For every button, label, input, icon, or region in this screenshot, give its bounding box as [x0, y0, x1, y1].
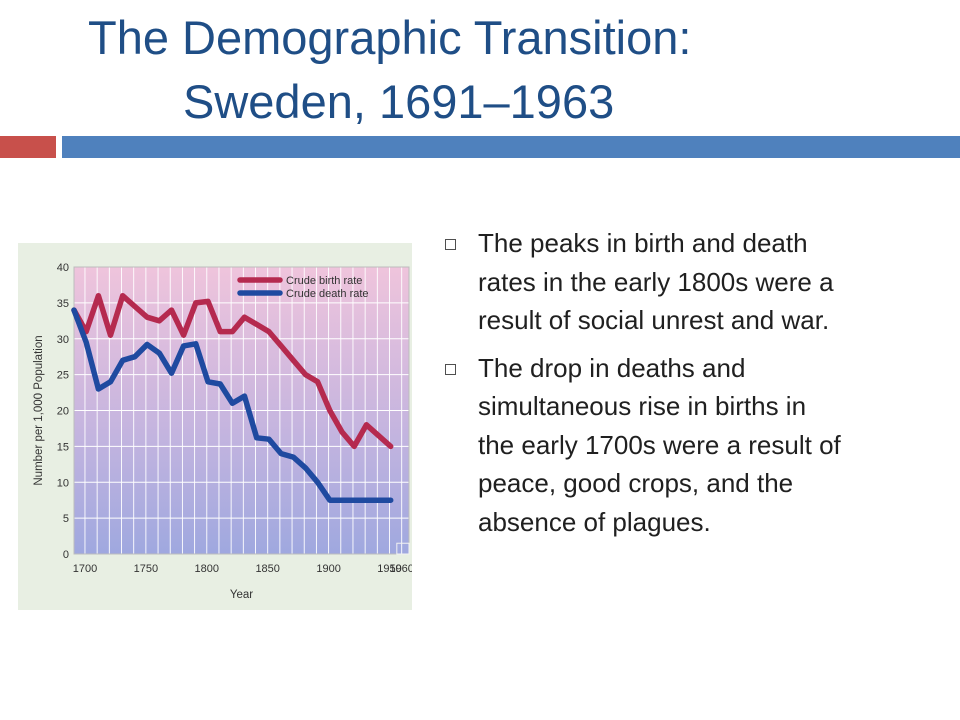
y-tick-label: 35: [57, 298, 69, 310]
sweden-demographic-chart: 0 5 10 15 20 25 30 35 40 1700 1750 1800 1850 1900 1950…: [33, 262, 412, 601]
death-rate-point: [122, 359, 124, 361]
y-tick-label: 25: [57, 370, 69, 382]
birth-rate-point: [195, 302, 197, 304]
y-tick-label: 5: [63, 513, 69, 525]
death-rate-point: [207, 381, 209, 383]
bullet-list: The peaks in birth and death rates in th…: [443, 224, 843, 550]
birth-rate-point: [158, 320, 160, 322]
birth-rate-point: [329, 409, 331, 412]
death-rate-point: [304, 467, 307, 469]
death-rate-point: [219, 383, 221, 385]
birth-rate-point: [390, 445, 392, 447]
birth-rate-point: [280, 345, 282, 347]
x-tick-label: 1800: [195, 563, 219, 575]
birth-rate-point: [268, 330, 270, 333]
death-rate-point: [243, 395, 246, 397]
death-rate-point: [73, 309, 75, 311]
bullet-text-2: The drop in deaths and simultaneous rise…: [478, 352, 841, 537]
bullet-item-2: The drop in deaths and simultaneous rise…: [443, 349, 843, 542]
death-rate-point: [158, 352, 160, 354]
grid-lines: [73, 266, 410, 555]
birth-rate-point: [170, 309, 173, 311]
x-axis-title: Year: [230, 589, 253, 601]
x-tick-label: 1950: [377, 563, 401, 575]
birth-rate-point: [207, 300, 209, 303]
death-rate-point: [365, 499, 367, 501]
title-line-2: Sweden, 1691–1963: [183, 75, 615, 128]
birth-rate-point: [134, 305, 136, 308]
birth-rate-point: [219, 330, 221, 333]
birth-rate-point: [341, 431, 343, 433]
death-rate-point: [268, 438, 270, 440]
death-rate-point: [134, 356, 136, 358]
death-rate-point: [183, 345, 185, 347]
title-line-1: The Demographic Transition:: [88, 11, 692, 64]
birth-rate-point: [146, 316, 148, 318]
legend-label-birth: Crude birth rate: [286, 275, 362, 287]
birth-rate-point: [365, 424, 367, 426]
birth-rate-point: [122, 295, 124, 297]
x-tick-label: 1850: [255, 563, 279, 575]
legend-label-death: Crude death rate: [286, 288, 369, 300]
y-tick-label: 10: [57, 477, 69, 489]
axis-end-marker: [396, 542, 410, 555]
birth-rate-point: [183, 334, 185, 336]
x-tick-label: 1900: [316, 563, 340, 575]
death-rate-point: [170, 372, 173, 374]
death-rate-point: [317, 481, 319, 483]
birth-rate-point: [256, 323, 258, 325]
birth-rate-point: [353, 445, 355, 447]
y-axis-title: Number per 1,000 Population: [33, 335, 45, 485]
birth-rate-point: [304, 374, 307, 376]
x-tick-label: 1960: [389, 563, 412, 575]
death-rate-point: [353, 499, 355, 501]
y-tick-label: 20: [57, 406, 69, 418]
x-tick-label: 1700: [73, 563, 97, 575]
y-tick-label: 40: [57, 262, 69, 274]
bullet-text-1: The peaks in birth and death rates in th…: [478, 228, 834, 335]
axis-labels: 0 5 10 15 20 25 30 35 40 1700 1750 1800 1850 1900 1950…: [33, 262, 412, 601]
title-rule-blue: [62, 136, 960, 158]
birth-rate-point: [231, 330, 233, 333]
y-tick-label: 0: [63, 549, 69, 561]
bullet-item-1: The peaks in birth and death rates in th…: [443, 224, 843, 340]
death-rate-point: [377, 499, 380, 501]
birth-rate-point: [317, 381, 319, 383]
death-rate-point: [280, 452, 282, 455]
data-series: [71, 292, 394, 503]
death-rate-point: [256, 437, 258, 439]
x-tick-label: 1750: [134, 563, 158, 575]
chart-panel: 0 5 10 15 20 25 30 35 40 1700 1750 1800 1850 1900 1950…: [18, 243, 412, 610]
death-rate-point: [146, 343, 148, 346]
death-rate-point: [329, 499, 331, 501]
title-rule-red: [0, 136, 56, 158]
y-tick-label: 15: [57, 441, 69, 453]
square-bullet-icon: [445, 363, 456, 375]
square-bullet-icon: [445, 239, 456, 250]
plot-border: [73, 266, 410, 555]
birth-rate-point: [97, 295, 99, 297]
birth-rate-point: [243, 316, 246, 318]
death-rate-point: [85, 341, 87, 343]
birth-rate-point: [377, 435, 380, 437]
death-rate-point: [292, 456, 294, 458]
death-rate-point: [231, 402, 233, 404]
death-rate-point: [109, 381, 112, 383]
birth-rate-point: [292, 359, 294, 361]
y-tick-label: 30: [57, 334, 69, 346]
death-rate-point: [341, 499, 343, 501]
death-rate-point: [195, 343, 197, 345]
birth-rate-point: [85, 330, 87, 333]
death-rate-point: [97, 388, 99, 390]
death-rate-point: [390, 499, 392, 501]
birth-rate-point: [109, 334, 112, 336]
